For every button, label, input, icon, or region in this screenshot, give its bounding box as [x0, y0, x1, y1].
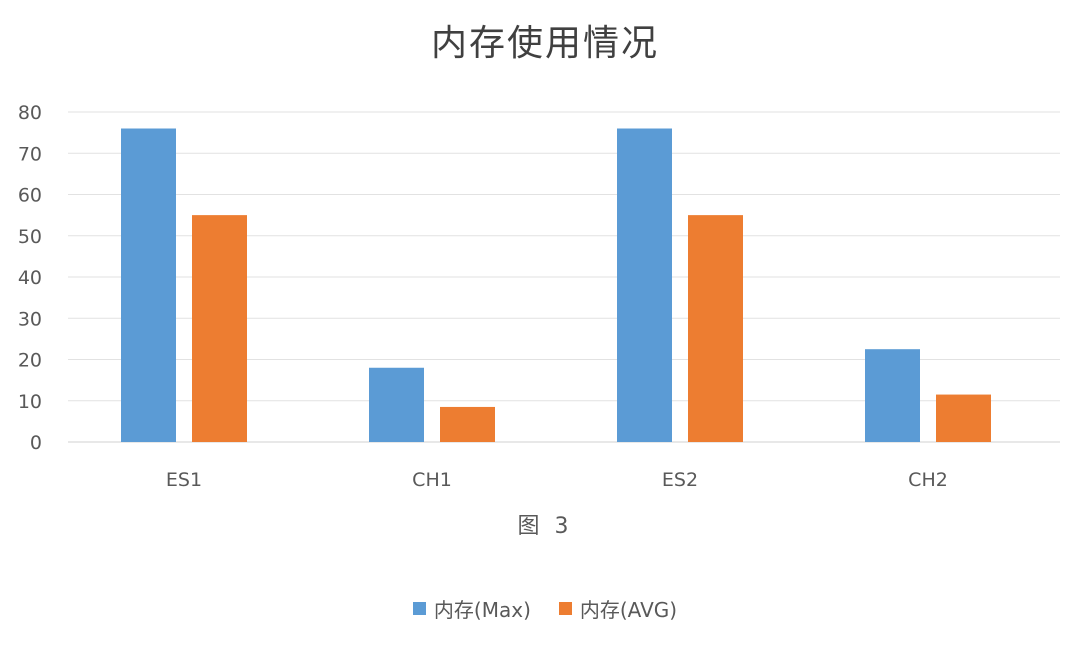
legend: 内存(Max) 内存(AVG) — [0, 594, 1090, 623]
x-category-label-es1: ES1 — [166, 469, 202, 491]
bar-ch2-avg — [936, 394, 991, 442]
x-category-label-es2: ES2 — [662, 469, 698, 491]
y-tick-label-0: 0 — [30, 432, 42, 454]
y-tick-label-60: 60 — [18, 185, 42, 207]
legend-item-avg: 内存(AVG) — [558, 594, 678, 623]
x-category-label-ch1: CH1 — [412, 469, 452, 491]
legend-swatch-max — [412, 602, 426, 615]
legend-swatch-avg — [558, 602, 572, 615]
bar-es2-max — [617, 128, 672, 442]
bar-ch1-max — [369, 367, 424, 442]
bar-es2-avg — [688, 215, 743, 442]
x-category-label-ch2: CH2 — [908, 469, 948, 491]
y-tick-label-70: 70 — [18, 143, 42, 165]
legend-label-avg: 内存(AVG) — [579, 598, 678, 622]
bar-es1-max — [121, 128, 176, 442]
y-tick-label-50: 50 — [18, 226, 42, 248]
y-tick-label-80: 80 — [18, 102, 42, 124]
y-tick-label-20: 20 — [18, 350, 42, 372]
bar-es1-avg — [192, 215, 247, 442]
bar-ch1-avg — [440, 406, 495, 442]
y-tick-label-30: 30 — [18, 308, 42, 330]
bar-ch2-max — [865, 349, 920, 442]
y-tick-label-10: 10 — [18, 391, 42, 413]
figure-caption: 图 3 — [517, 514, 573, 539]
chart-title: 内存使用情况 — [430, 23, 659, 64]
legend-label-max: 内存(Max) — [433, 598, 531, 622]
y-tick-label-40: 40 — [18, 267, 42, 289]
legend-item-max: 内存(Max) — [412, 594, 531, 623]
